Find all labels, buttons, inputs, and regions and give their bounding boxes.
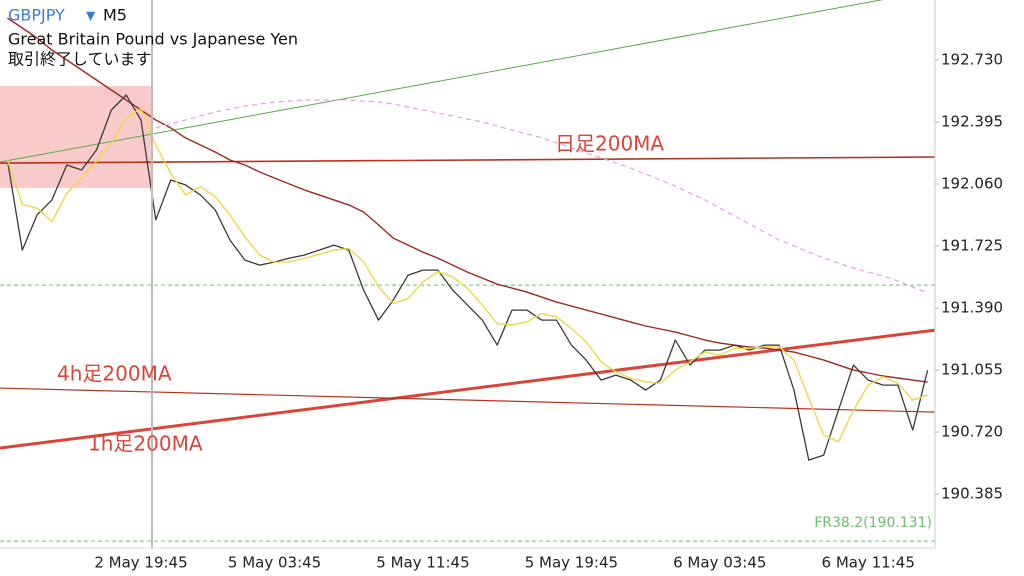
line-annotation: 1h足200MA xyxy=(88,432,203,456)
x-tick-label: 6 May 03:45 xyxy=(673,554,766,572)
chart-title: Great Britain Pound vs Japanese Yen xyxy=(8,30,298,49)
dropdown-icon[interactable]: ▼ xyxy=(86,9,96,23)
series-line xyxy=(7,17,928,383)
x-tick-label: 6 May 11:45 xyxy=(822,554,915,572)
series-line xyxy=(6,107,928,443)
y-tick-label: 191.725 xyxy=(941,237,1003,255)
y-tick-label: 192.730 xyxy=(941,50,1003,68)
header: GBPJPY ▼ M5 Great Britain Pound vs Japan… xyxy=(8,6,298,69)
market-status: 取引終了しています xyxy=(8,50,152,69)
y-tick-label: 190.720 xyxy=(941,423,1003,441)
y-tick-label: 191.390 xyxy=(941,299,1003,317)
y-tick-label: 192.395 xyxy=(941,113,1003,131)
x-tick-label: 5 May 03:45 xyxy=(228,554,321,572)
series-line xyxy=(6,94,929,461)
highlight-box xyxy=(0,86,152,188)
timeframe[interactable]: M5 xyxy=(103,6,127,25)
line-annotation: 日足200MA xyxy=(555,132,664,156)
line-annotation: 4h足200MA xyxy=(57,362,172,386)
level-label: FR38.2(190.131) xyxy=(814,515,932,531)
indicator-line xyxy=(0,387,935,413)
plot-area xyxy=(0,0,935,542)
indicator-line xyxy=(0,0,884,163)
indicator-line xyxy=(0,156,935,164)
x-tick-label: 5 May 19:45 xyxy=(525,554,618,572)
x-tick-label: 2 May 19:45 xyxy=(94,554,187,572)
x-tick-label: 5 May 11:45 xyxy=(376,554,469,572)
y-tick-label: 190.385 xyxy=(941,485,1003,503)
y-tick-label: 192.060 xyxy=(941,175,1003,193)
symbol[interactable]: GBPJPY xyxy=(8,6,65,25)
y-tick-label: 191.055 xyxy=(941,361,1003,379)
